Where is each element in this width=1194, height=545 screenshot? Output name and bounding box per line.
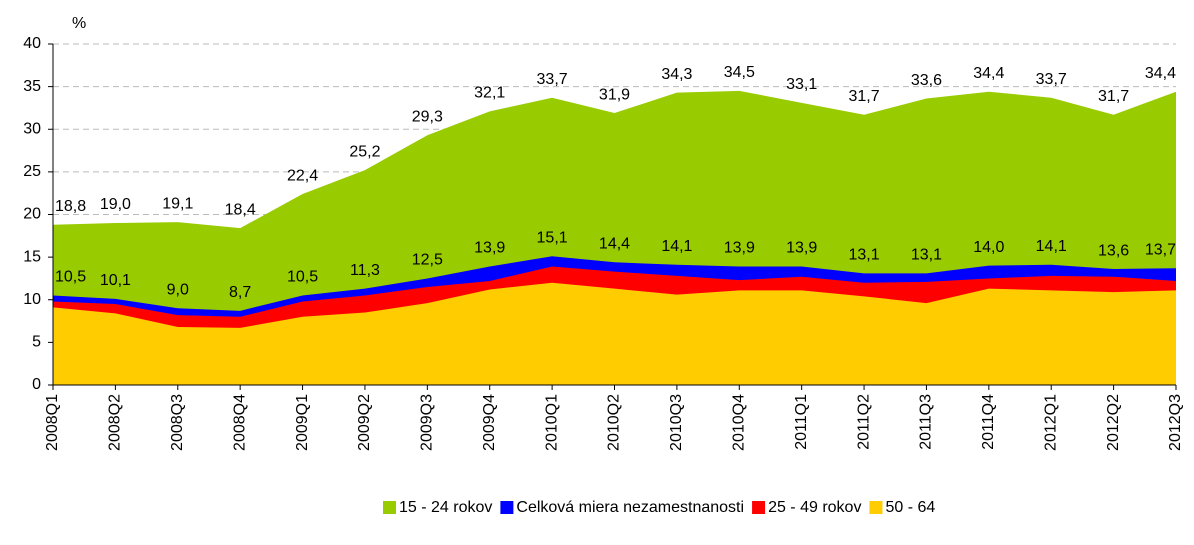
legend-swatch: [752, 501, 766, 514]
legend-label: Celková miera nezamestnanosti: [516, 499, 744, 516]
x-tick-label: 2012Q3: [1167, 394, 1184, 451]
data-label: 15,1: [537, 229, 568, 246]
data-label: 31,7: [848, 88, 879, 105]
y-tick-label: 10: [23, 291, 41, 308]
x-tick-label: 2011Q1: [793, 394, 810, 450]
legend-label: 25 - 49 rokov: [768, 499, 861, 516]
data-label: 34,4: [973, 65, 1004, 82]
y-axis-label: %: [72, 15, 86, 32]
y-tick-label: 30: [23, 120, 41, 137]
data-label: 9,0: [167, 281, 189, 298]
x-tick-label: 2010Q2: [606, 394, 623, 451]
data-label: 32,1: [474, 85, 505, 102]
data-label: 29,3: [412, 108, 443, 125]
data-label: 25,2: [349, 143, 380, 160]
data-label: 33,1: [786, 76, 817, 93]
legend-label: 15 - 24 rokov: [399, 499, 492, 516]
x-tick-label: 2010Q4: [730, 394, 747, 451]
y-tick-label: 20: [23, 206, 41, 223]
data-label: 10,1: [100, 272, 131, 289]
x-tick-label: 2011Q3: [918, 394, 935, 450]
data-label: 10,5: [55, 269, 86, 286]
data-label: 33,7: [1036, 71, 1067, 88]
x-tick-label: 2009Q2: [356, 394, 373, 451]
legend-swatch: [869, 501, 883, 514]
legend-label: 50 - 64: [885, 499, 935, 516]
data-label: 22,4: [287, 167, 318, 184]
data-label: 12,5: [412, 252, 443, 269]
data-label: 14,4: [599, 235, 630, 252]
y-tick-label: 35: [23, 78, 41, 95]
x-tick-label: 2008Q3: [169, 394, 186, 451]
data-label: 13,9: [786, 240, 817, 257]
x-tick-label: 2012Q2: [1105, 394, 1122, 451]
data-label: 19,0: [100, 196, 131, 213]
y-tick-label: 40: [23, 35, 41, 52]
legend-swatch: [383, 501, 396, 514]
x-tick-label: 2011Q4: [980, 394, 997, 450]
data-label: 8,7: [229, 284, 251, 301]
data-label: 31,7: [1098, 88, 1129, 105]
data-label: 34,5: [724, 64, 755, 81]
data-label: 13,6: [1098, 242, 1129, 259]
data-label: 14,1: [1036, 238, 1067, 255]
y-tick-label: 0: [32, 376, 41, 393]
x-tick-label: 2010Q1: [543, 394, 560, 451]
legend-swatch: [500, 501, 514, 514]
x-tick-label: 2011Q2: [855, 394, 872, 450]
x-tick-label: 2008Q1: [44, 394, 61, 451]
y-tick-label: 5: [32, 334, 41, 351]
data-label: 19,1: [162, 195, 193, 212]
data-label: 13,7: [1145, 241, 1176, 258]
y-tick-label: 25: [23, 163, 41, 180]
data-label: 11,3: [350, 262, 380, 279]
data-label: 34,4: [1145, 65, 1176, 82]
data-label: 14,1: [661, 238, 692, 255]
data-label: 33,7: [537, 71, 568, 88]
x-tick-label: 2012Q1: [1042, 394, 1059, 451]
data-label: 31,9: [599, 86, 630, 103]
area: [53, 282, 1176, 385]
x-tick-label: 2010Q3: [668, 394, 685, 451]
data-label: 13,1: [911, 247, 942, 264]
y-tick-label: 15: [23, 248, 41, 265]
data-label: 18,8: [55, 198, 86, 215]
data-label: 13,9: [724, 240, 755, 257]
x-tick-label: 2009Q1: [294, 394, 311, 451]
data-label: 18,4: [225, 201, 256, 218]
data-label: 10,5: [287, 269, 318, 286]
x-tick-label: 2009Q4: [481, 394, 498, 451]
x-tick-label: 2009Q3: [419, 394, 436, 451]
x-tick-label: 2008Q4: [231, 394, 248, 451]
data-label: 33,6: [911, 72, 942, 89]
data-label: 34,3: [661, 66, 692, 83]
data-label: 13,9: [474, 240, 505, 257]
data-label: 14,0: [973, 239, 1004, 256]
x-tick-label: 2008Q2: [107, 394, 124, 451]
data-label: 13,1: [848, 247, 879, 264]
